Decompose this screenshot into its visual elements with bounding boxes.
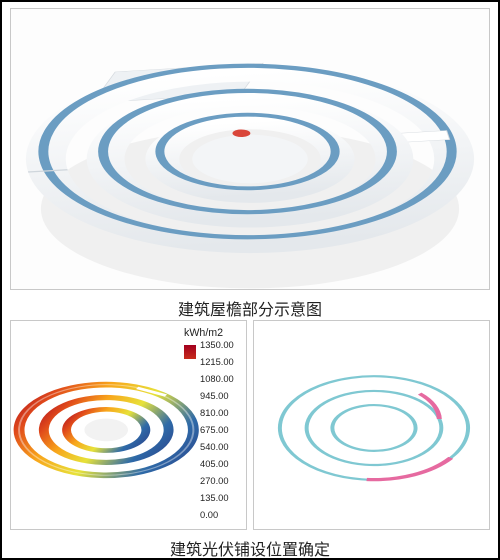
legend-tick: 1215.00 [200, 358, 234, 367]
legend-tick: 945.00 [200, 392, 229, 401]
selection-svg [254, 321, 489, 529]
caption-bottom: 建筑光伏铺设位置确定 [2, 536, 498, 560]
legend-tick: 1080.00 [200, 375, 234, 384]
legend-tick: 1350.00 [200, 341, 234, 350]
colorbar-legend: kWh/m2 [184, 327, 236, 341]
bottom-row: kWh/m2 [10, 320, 490, 530]
legend-tick: 135.00 [200, 494, 229, 503]
heatmap-panel: kWh/m2 [10, 320, 247, 530]
selection-panel [253, 320, 490, 530]
roof-isometric-panel [10, 8, 490, 290]
legend-tick: 675.00 [200, 426, 229, 435]
roof-isometric-svg [11, 9, 489, 289]
figure-composite: 建筑屋檐部分示意图 [0, 0, 500, 560]
legend-tick: 0.00 [200, 511, 218, 520]
legend-tick: 405.00 [200, 460, 229, 469]
caption-top: 建筑屋檐部分示意图 [2, 296, 498, 320]
legend-unit: kWh/m2 [184, 327, 236, 339]
legend-tick: 270.00 [200, 477, 229, 486]
colorbar-icon [184, 345, 196, 359]
legend-tick: 540.00 [200, 443, 229, 452]
legend-tick: 810.00 [200, 409, 229, 418]
